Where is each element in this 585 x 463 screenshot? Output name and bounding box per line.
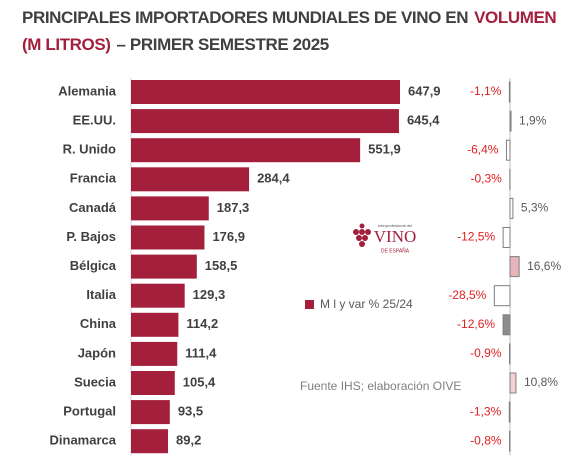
change-label: -28,5%	[448, 288, 486, 302]
change-label: -0,8%	[470, 433, 502, 447]
change-label: -12,5%	[457, 230, 495, 244]
bar	[131, 225, 205, 250]
change-bar	[509, 197, 514, 219]
change-label: 10,8%	[524, 375, 558, 389]
category-label: Italia	[86, 287, 116, 302]
bar	[131, 138, 361, 163]
logo-top: Interprofesional del	[378, 223, 412, 228]
change-bar	[509, 110, 512, 132]
change-bar	[509, 256, 520, 278]
title-part: – PRIMER SEMESTRE 2025	[116, 35, 330, 54]
category-label: EE.UU.	[73, 113, 116, 128]
change-label: 5,3%	[521, 201, 549, 215]
change-bar	[508, 81, 511, 103]
category-label: Francia	[70, 171, 117, 186]
category-label: Portugal	[63, 404, 116, 419]
value-label: 187,3	[217, 200, 250, 215]
value-label: 551,9	[368, 142, 401, 157]
change-bar	[509, 372, 517, 394]
change-bar	[502, 314, 511, 336]
change-bar	[508, 401, 511, 423]
change-label: 1,9%	[519, 113, 547, 127]
change-label: -1,3%	[470, 404, 502, 418]
value-label: 93,5	[178, 404, 203, 419]
logo: Interprofesional del VINO DE ESPAÑA	[353, 223, 416, 254]
category-label: Alemania	[58, 83, 117, 98]
change-bar	[493, 285, 511, 307]
category-label: P. Bajos	[66, 229, 116, 244]
bar	[131, 400, 170, 425]
bar	[131, 283, 185, 308]
source: Fuente IHS; elaboración OIVE	[300, 379, 461, 393]
bar	[131, 371, 175, 395]
change-bar	[502, 227, 511, 248]
change-label: -0,3%	[470, 171, 502, 185]
logo-sub: DE ESPAÑA	[381, 247, 410, 254]
logo-grapes	[353, 223, 371, 247]
bar	[131, 312, 179, 337]
category-label: R. Unido	[63, 142, 116, 157]
bar	[131, 167, 250, 192]
bar	[131, 196, 209, 221]
value-label: 158,5	[205, 258, 238, 273]
change-label: -6,4%	[467, 142, 499, 156]
change-label: -1,1%	[470, 84, 502, 98]
legend-swatch	[305, 300, 314, 309]
change-bar	[505, 139, 511, 161]
category-label: Canadá	[69, 200, 117, 215]
category-label: Suecia	[74, 374, 117, 389]
value-label: 114,2	[186, 316, 218, 331]
value-label: 176,9	[212, 229, 245, 244]
change-label: -12,6%	[457, 317, 495, 331]
value-label: 105,4	[183, 374, 216, 389]
legend-label: M l y var % 25/24	[320, 297, 413, 311]
title-part: VOLUMEN	[474, 8, 557, 27]
title-line: (M LITROS) – PRIMER SEMESTRE 2025	[22, 35, 329, 55]
value-label: 284,4	[257, 171, 290, 186]
category-label: Dinamarca	[50, 433, 117, 448]
bar	[131, 341, 178, 366]
category-label: China	[80, 316, 117, 331]
value-label: 129,3	[193, 287, 226, 302]
title-part: (M LITROS)	[22, 35, 111, 54]
bar	[131, 254, 197, 279]
category-label: Bélgica	[70, 258, 117, 273]
bar	[131, 429, 169, 454]
logo-main: VINO	[374, 227, 417, 246]
change-label: -0,9%	[470, 346, 502, 360]
bar	[131, 109, 399, 134]
value-label: 645,4	[407, 113, 440, 128]
title-part: PRINCIPALES IMPORTADORES MUNDIALES DE VI…	[22, 8, 469, 27]
value-label: 647,9	[408, 83, 441, 98]
value-label: 111,4	[185, 345, 217, 360]
bar	[131, 80, 400, 104]
value-label: 89,2	[176, 433, 201, 448]
title-line: PRINCIPALES IMPORTADORES MUNDIALES DE VI…	[22, 8, 557, 28]
change-label: 16,6%	[527, 259, 561, 273]
category-label: Japón	[78, 345, 116, 360]
